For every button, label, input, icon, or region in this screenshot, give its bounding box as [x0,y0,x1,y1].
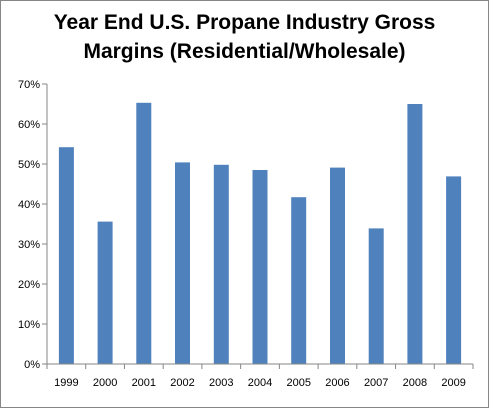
bar-2009 [446,176,462,364]
y-tick-label: 10% [18,319,40,331]
chart-title-line-1: Year End U.S. Propane Industry Gross [53,11,436,34]
bar-2007 [368,228,384,364]
bar-2001 [136,102,152,365]
x-tick-label-2006: 2006 [325,377,349,389]
bar-2008 [407,104,423,364]
x-tick-label-2001: 2001 [132,377,156,389]
bar-2003 [213,164,229,364]
x-tick-label-2007: 2007 [364,377,388,389]
bars-group [58,102,462,365]
x-tick-label-2004: 2004 [248,377,272,389]
bar-1999 [58,147,74,364]
chart-title: Year End U.S. Propane Industry Gross Mar… [0,8,489,66]
x-tick-label-2003: 2003 [209,377,233,389]
bar-2000 [97,221,113,364]
x-tick-label-2000: 2000 [93,377,117,389]
bar-2005 [291,197,307,364]
y-tick-label: 60% [18,119,40,131]
x-tick-label-2008: 2008 [403,377,427,389]
y-tick-label: 0% [24,359,40,371]
y-tick-label: 20% [18,279,40,291]
x-tick-label-2009: 2009 [441,377,465,389]
x-tick-label-2005: 2005 [286,377,310,389]
y-tick-label: 30% [18,239,40,251]
x-tick-label-2002: 2002 [170,377,194,389]
x-tick-labels: 1999 2000 2001 2002 2003 2004 2005 2006 2007 2008… [54,377,466,389]
bar-2002 [175,162,190,364]
y-tick-labels: 0% 10% 20% 30% 40% 50% 60% 70% [18,79,40,371]
x-tick-label-1999: 1999 [54,377,78,389]
bar-2006 [330,167,345,364]
axes-group [42,83,474,369]
y-tick-label: 50% [18,159,40,171]
bar-2004 [252,170,268,364]
y-tick-label: 70% [18,79,40,91]
chart-title-line-2: Margins (Residential/Wholesale) [83,40,406,63]
y-tick-label: 40% [18,199,40,211]
